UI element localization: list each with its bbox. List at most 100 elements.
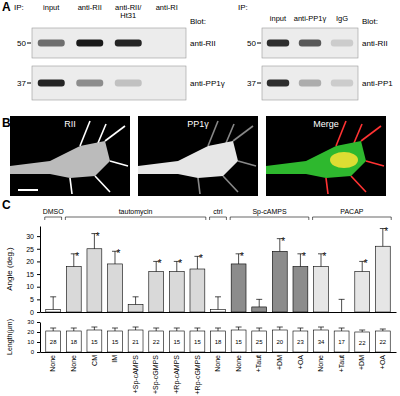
x-tick: None (49, 352, 56, 372)
error-bar (174, 328, 180, 331)
lane-label: IgG (336, 14, 348, 23)
filopodium (208, 121, 218, 146)
error-bar (236, 327, 242, 330)
significance-label: * (158, 258, 162, 269)
group-bracket (45, 217, 62, 220)
panel-label: C (2, 198, 11, 212)
x-tick-label: +Taut (255, 355, 262, 372)
growth-cone (266, 141, 366, 178)
significance-label: * (240, 251, 244, 262)
x-tick: IM (111, 352, 118, 363)
filopodium (354, 124, 362, 143)
blot-strip (32, 66, 186, 100)
x-tick: None (235, 352, 242, 372)
bar (355, 332, 370, 352)
n-label: 15 (173, 339, 180, 345)
bar (231, 264, 246, 312)
mw-label: 50 (247, 39, 256, 48)
filopodium (110, 161, 128, 166)
y-tick-label: 5 (30, 296, 34, 303)
bar (46, 331, 61, 352)
blot-strip (262, 28, 358, 58)
x-tick: None (214, 352, 221, 372)
significance-label: * (384, 226, 388, 237)
y-tick: 0 (31, 349, 40, 355)
error-bar (50, 297, 56, 310)
row-label: anti-RII (362, 39, 388, 48)
error-bar (215, 297, 221, 310)
n-label: 22 (379, 339, 386, 345)
image-background (266, 116, 386, 196)
bar (211, 331, 226, 352)
n-label: 18 (215, 339, 222, 345)
plot-area (46, 327, 390, 352)
mw-dash (27, 43, 31, 44)
x-tick: +Rp-cAMPS (173, 352, 181, 394)
y-tick-label: 20 (27, 329, 34, 335)
y-tick: 5 (30, 296, 40, 303)
bar (87, 249, 102, 312)
x-tick: CM (91, 352, 98, 366)
y-axis: 051015202530 (26, 227, 40, 316)
n-label: 15 (194, 339, 201, 345)
n-label: 18 (70, 339, 77, 345)
x-tick: +Sp-cGMPS (152, 352, 160, 394)
lane-label: anti-RII (78, 3, 102, 12)
bar (108, 264, 123, 312)
n-label: 20 (276, 339, 283, 345)
bar (66, 266, 81, 312)
panel-label: A (2, 0, 11, 14)
y-tick-label: 20 (26, 258, 34, 265)
error-bar (133, 297, 139, 305)
significance-label: * (199, 253, 203, 264)
x-tick: +Taut (338, 352, 345, 372)
y-tick: 30 (26, 233, 40, 240)
x-tick: +Sp-cAMPS (132, 352, 140, 393)
bar (46, 309, 61, 312)
filopodium (105, 126, 125, 141)
bar (87, 330, 102, 352)
x-tick: None (70, 352, 77, 372)
image-background (138, 116, 258, 196)
mw-dash (27, 83, 31, 84)
filopodium (326, 178, 328, 194)
n-label: 17 (338, 339, 345, 345)
y-tick-label: 0 (30, 309, 34, 316)
error-bar (359, 330, 365, 332)
error-bar (256, 328, 262, 331)
group-label: tautomycin (119, 208, 153, 216)
blot-band (38, 40, 65, 47)
x-tick: +Taut (255, 352, 262, 372)
lane-label: input (43, 3, 60, 12)
y-tick-mark (37, 287, 40, 288)
bar (190, 331, 205, 352)
error-bar (153, 328, 159, 331)
bar (108, 331, 123, 352)
group-bracket (230, 217, 309, 220)
x-axis-line (41, 352, 397, 353)
bar (66, 331, 81, 352)
x-tick: None (317, 352, 324, 372)
blot-band (331, 80, 353, 87)
y-tick-label: 15 (26, 271, 34, 278)
error-bar (256, 299, 262, 307)
filopodium (366, 161, 384, 166)
image-label: PP1γ (187, 119, 209, 129)
growth-cone (10, 141, 110, 178)
filopodium (80, 121, 90, 146)
blot-band (76, 80, 103, 87)
y-tick-label: 0 (31, 349, 35, 355)
image-label: RII (64, 119, 76, 129)
blot-band (299, 80, 321, 87)
bar (231, 330, 246, 352)
y-tick-mark (37, 322, 40, 323)
error-bar (339, 328, 345, 331)
micrograph: RII (10, 116, 130, 196)
group-label: DMSO (43, 208, 65, 215)
mw-label: 37 (247, 79, 256, 88)
bar (169, 272, 184, 312)
mw-label: 37 (17, 79, 26, 88)
x-tick-label: +Rp-cGMPS (194, 355, 202, 395)
y-tick-label: 30 (26, 233, 34, 240)
bar (314, 266, 329, 312)
